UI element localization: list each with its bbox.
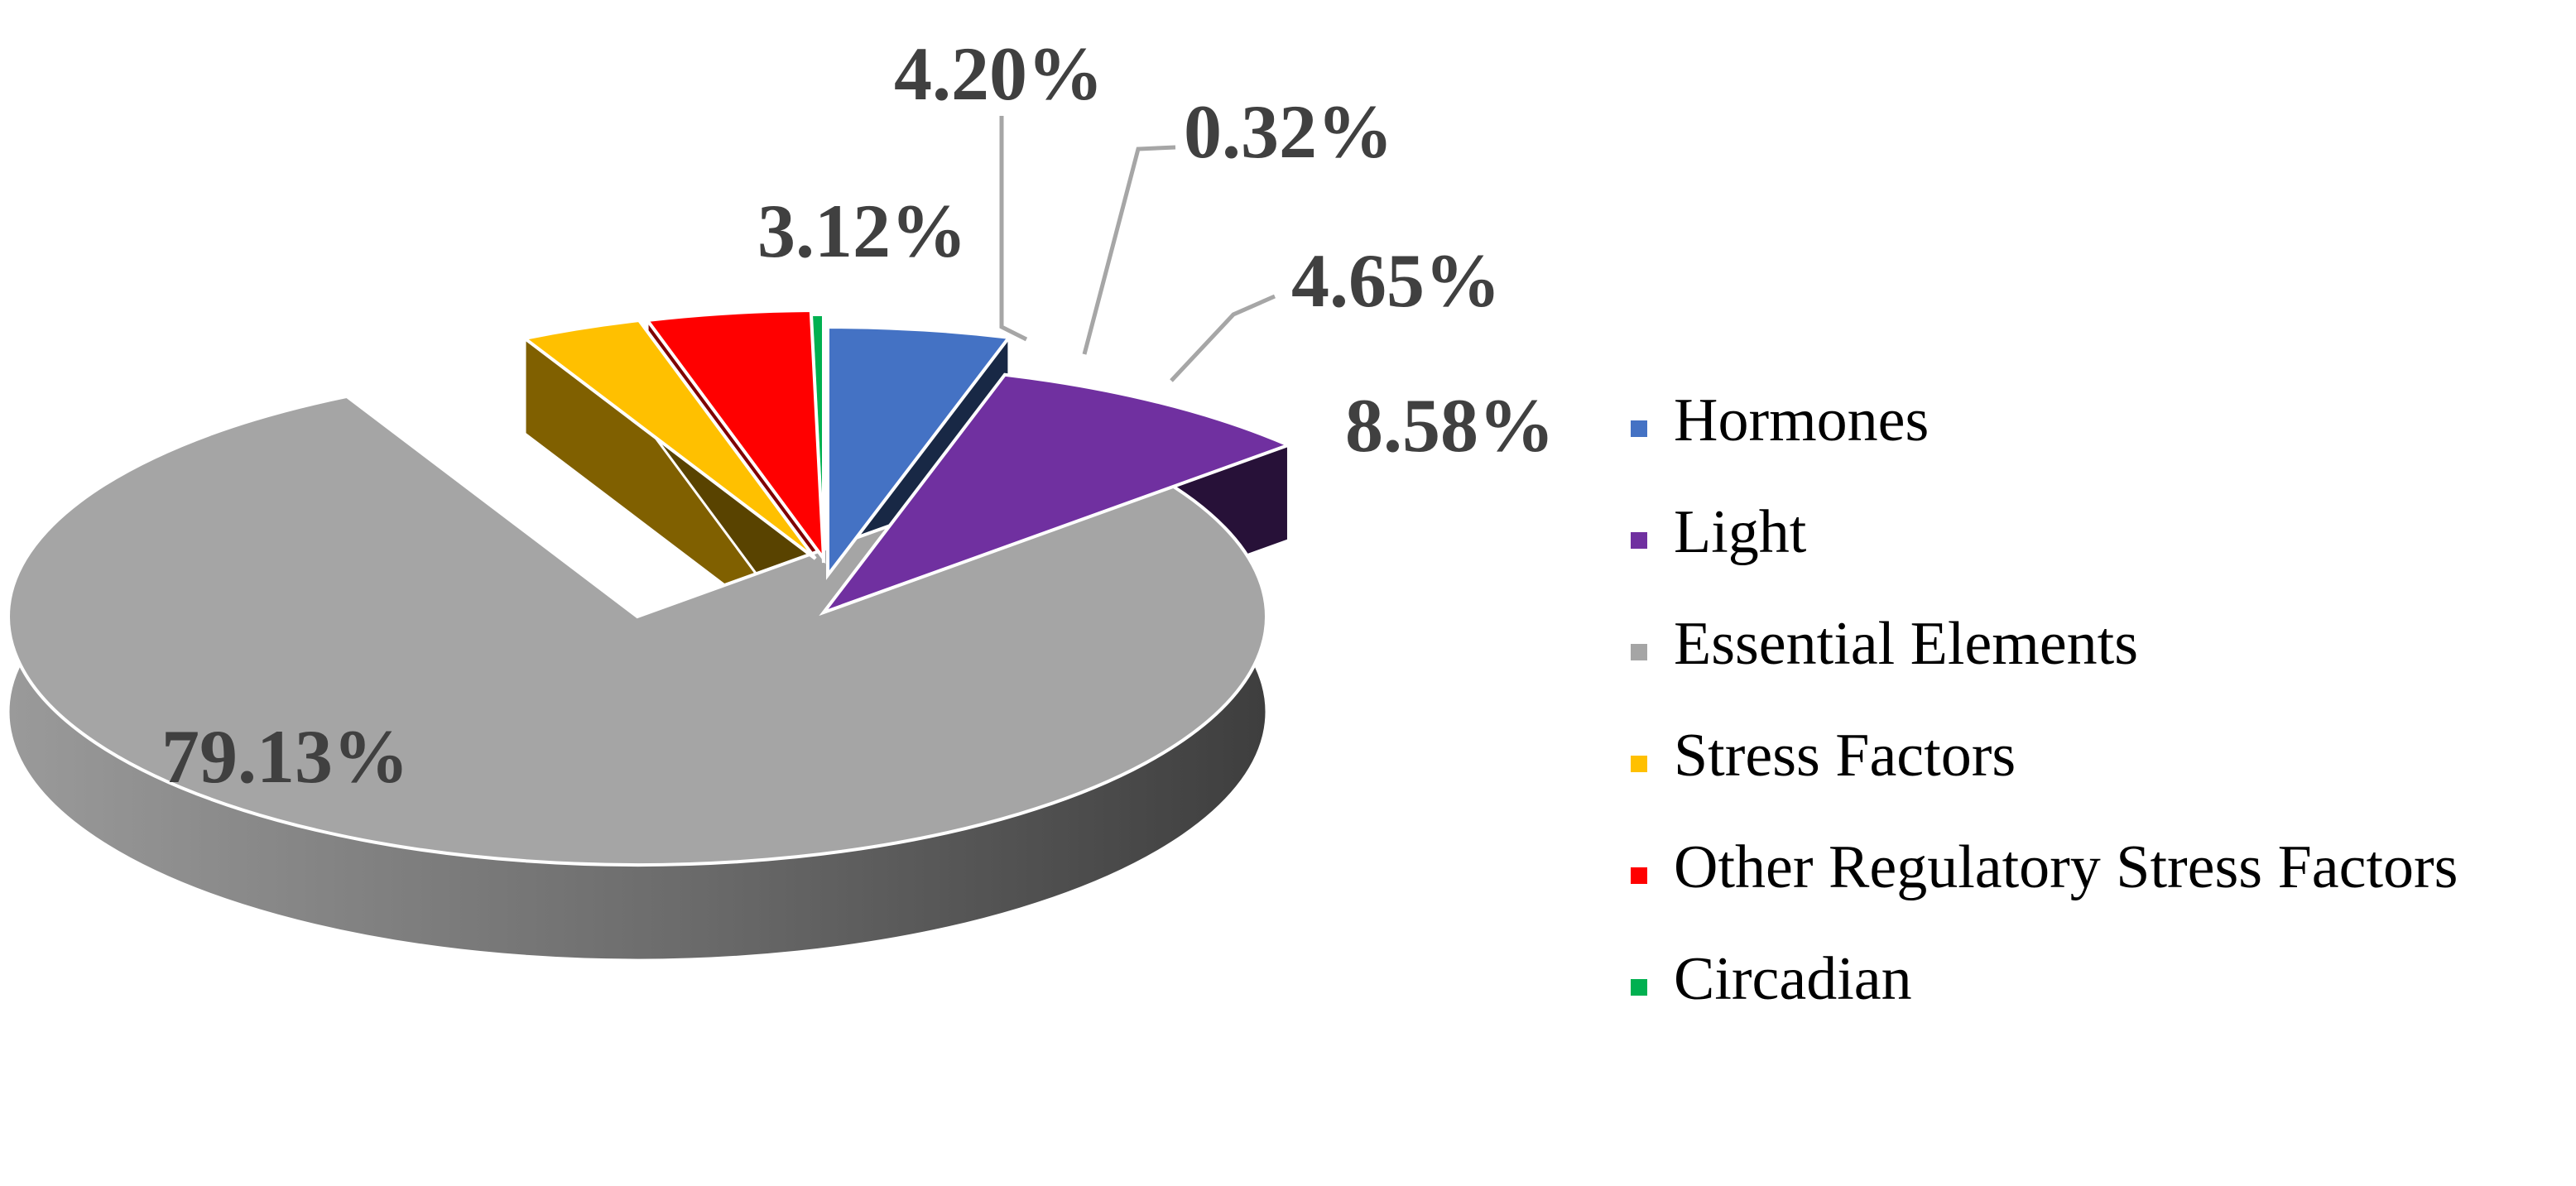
legend-swatch-hormones xyxy=(1631,420,1647,437)
data-labels: 4.65% 8.58% 79.13% 3.12% 4.20% 0.32% xyxy=(161,31,1555,799)
pie-slice-other-regulatory-stress-factors xyxy=(644,309,826,564)
pie-slice-hormones xyxy=(826,324,1012,580)
legend-swatch-other-regulatory-stress-factors xyxy=(1631,867,1647,884)
legend-label-hormones: Hormones xyxy=(1674,387,1929,454)
legend-label-essential-elements: Essential Elements xyxy=(1674,610,2138,678)
legend-swatch-essential-elements xyxy=(1631,644,1647,660)
legend: Hormones Light Essential Elements Stress Fa… xyxy=(1631,387,2458,1013)
leader-line-hormones xyxy=(1170,294,1276,382)
leader-line-other-regulatory-stress-factors xyxy=(999,116,1028,342)
data-label-light: 8.58% xyxy=(1345,383,1555,468)
data-label-stress-factors: 3.12% xyxy=(757,189,967,273)
legend-label-other-regulatory-stress-factors: Other Regulatory Stress Factors xyxy=(1674,833,2458,901)
pie-slice-stress-factors xyxy=(521,318,817,560)
legend-swatch-light xyxy=(1631,532,1647,549)
leader-lines xyxy=(999,116,1276,382)
legend-label-stress-factors: Stress Factors xyxy=(1674,722,2016,790)
legend-label-light: Light xyxy=(1674,498,1807,566)
legend-swatch-circadian xyxy=(1631,979,1647,996)
pie-slice-light xyxy=(819,372,1293,617)
data-label-hormones: 4.65% xyxy=(1291,238,1501,323)
pie-slice-tops xyxy=(7,309,1293,867)
legend-label-circadian: Circadian xyxy=(1674,945,1912,1013)
leader-line-circadian xyxy=(1082,145,1176,355)
data-label-other-regulatory-stress-factors: 4.20% xyxy=(894,31,1103,116)
data-label-essential-elements: 79.13% xyxy=(161,714,409,799)
legend-swatch-stress-factors xyxy=(1631,756,1647,772)
data-label-circadian: 0.32% xyxy=(1184,89,1393,174)
